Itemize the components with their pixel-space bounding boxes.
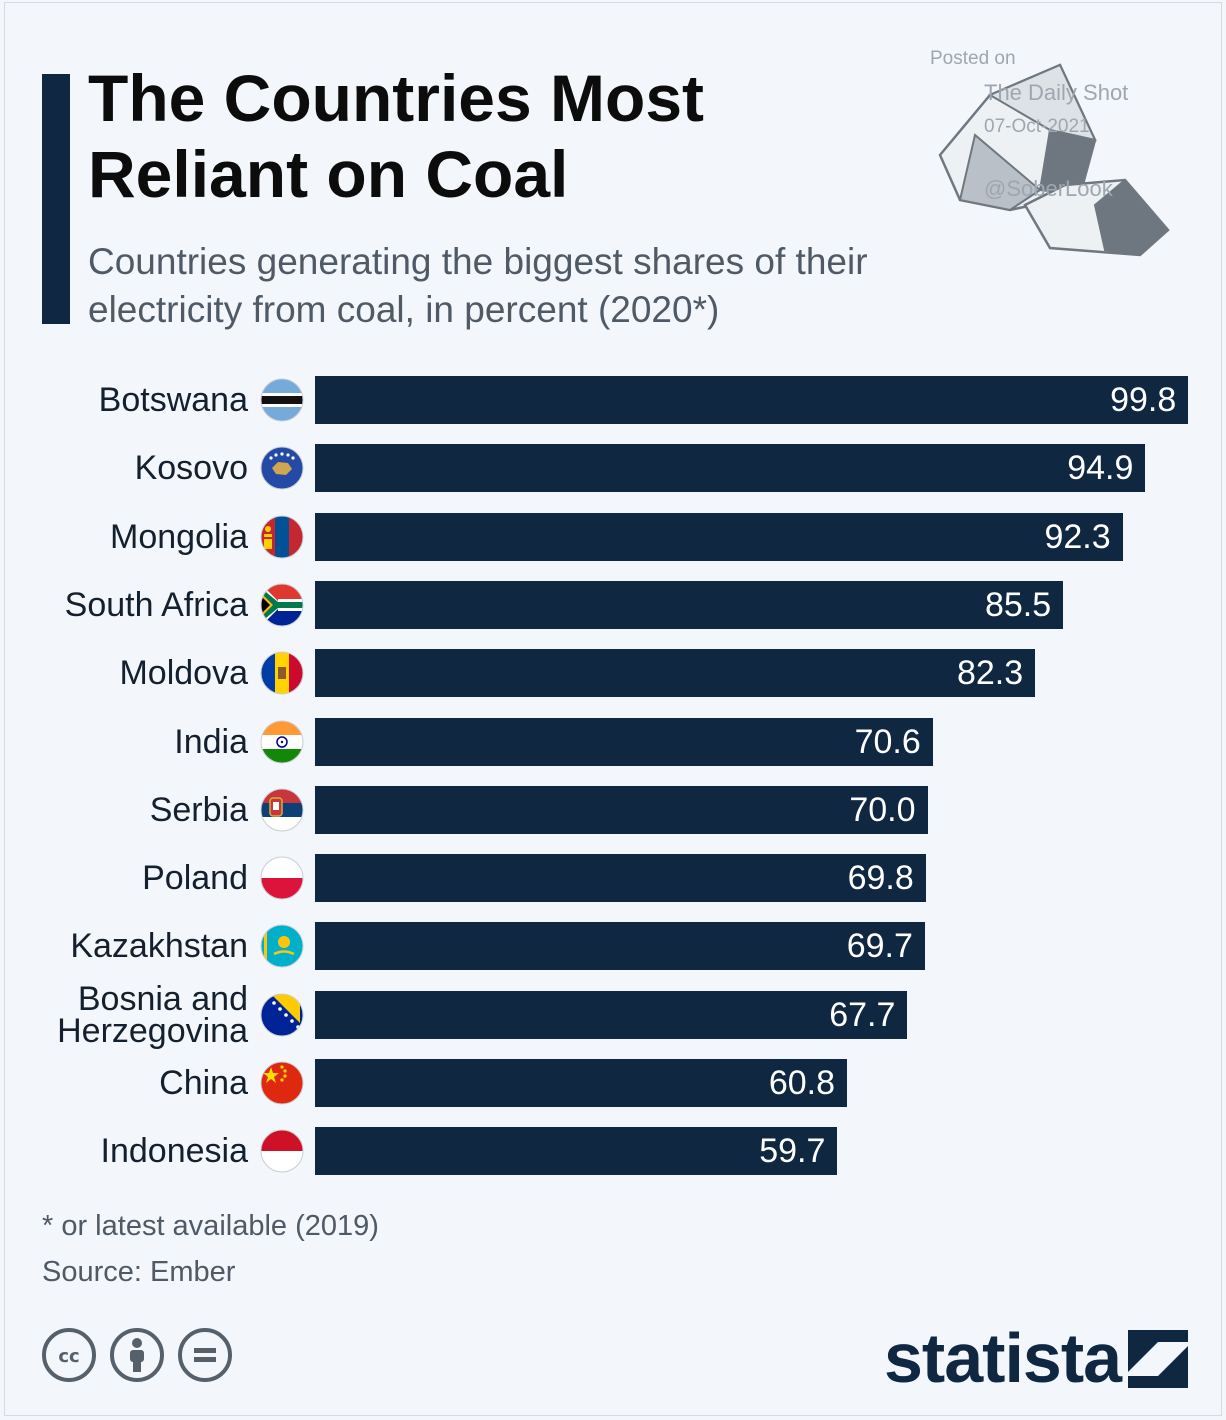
- bar-row: Botswana 99.8: [0, 372, 1226, 428]
- bar-row: Moldova 82.3: [0, 645, 1226, 701]
- bar[interactable]: 69.8: [315, 854, 926, 903]
- bar-chart: Botswana 99.8 Kosovo 94.9 Mongolia 92.3 South …: [0, 360, 1226, 1190]
- watermark-line-4: @SoberLook: [984, 176, 1113, 201]
- data-label: 70.0: [849, 790, 916, 829]
- bar-row: Mongolia 92.3: [0, 509, 1226, 565]
- data-label: 92.3: [1044, 517, 1111, 556]
- data-label: 94.9: [1067, 449, 1134, 488]
- data-label: 60.8: [768, 1064, 835, 1102]
- license-icons: cc: [42, 1328, 232, 1382]
- bar-row: South Africa 85.5: [0, 577, 1226, 633]
- category-label: India: [174, 722, 248, 761]
- data-label: 82.3: [956, 654, 1024, 693]
- bar-row: Kazakhstan 69.7: [0, 918, 1226, 974]
- bar[interactable]: 69.7: [315, 922, 925, 971]
- no-derivatives-icon[interactable]: [178, 1328, 232, 1382]
- kosovo-flag-icon: [260, 446, 304, 490]
- moldova-flag-icon: [260, 651, 304, 695]
- bar-row: China 60.8: [0, 1055, 1226, 1111]
- bar-row: India 70.6: [0, 714, 1226, 770]
- infographic-frame: [4, 2, 1222, 1416]
- bar[interactable]: 59.7: [315, 1127, 838, 1176]
- statista-logo-icon: [1128, 1330, 1188, 1388]
- bar[interactable]: 60.8: [315, 1059, 847, 1107]
- kazakhstan-flag-icon: [260, 924, 304, 968]
- serbia-flag-icon: [260, 788, 304, 832]
- bar-row: Indonesia 59.7: [0, 1123, 1226, 1179]
- bar-row: Bosnia and Herzegovina 67.7: [0, 979, 1226, 1050]
- watermark-line-3: 07-Oct-2021: [984, 116, 1090, 137]
- mongolia-flag-icon: [260, 515, 304, 559]
- cc-icon[interactable]: cc: [42, 1328, 96, 1382]
- chart-subtitle: Countries generating the biggest shares …: [88, 241, 868, 330]
- bar-row: Poland 69.8: [0, 850, 1226, 906]
- bosnia-flag-icon: [260, 993, 304, 1037]
- category-label: Serbia: [149, 790, 248, 829]
- category-label: Poland: [142, 859, 248, 898]
- bar[interactable]: 70.0: [315, 785, 928, 834]
- category-label: Bosnia and Herzegovina: [57, 979, 248, 1050]
- category-label: Kosovo: [134, 449, 248, 488]
- category-label: Indonesia: [100, 1132, 248, 1171]
- botswana-flag-icon: [260, 378, 304, 422]
- title-accent-bar: [42, 74, 70, 324]
- footnote: * or latest available (2019): [42, 1210, 379, 1242]
- bar[interactable]: 70.6: [315, 717, 933, 766]
- bar-row: Kosovo 94.9: [0, 440, 1226, 496]
- data-label: 85.5: [984, 585, 1052, 624]
- bar[interactable]: 99.8: [315, 376, 1189, 424]
- bar[interactable]: 67.7: [315, 990, 908, 1039]
- indonesia-flag-icon: [260, 1129, 304, 1173]
- india-flag-icon: [260, 720, 304, 763]
- data-label: 99.8: [1110, 381, 1177, 419]
- data-label: 59.7: [759, 1132, 826, 1171]
- coal-illustration-icon: [938, 63, 1170, 257]
- data-label: 69.8: [847, 859, 914, 898]
- data-label: 70.6: [854, 722, 921, 761]
- bar[interactable]: 94.9: [315, 444, 1146, 493]
- source-note: Source: Ember: [42, 1256, 236, 1288]
- bar[interactable]: 82.3: [315, 649, 1036, 698]
- attribution-icon[interactable]: [110, 1328, 164, 1382]
- watermark-line-2: The Daily Shot: [984, 80, 1129, 105]
- svg-text:cc: cc: [58, 1346, 79, 1367]
- bar-row: Serbia 70.0: [0, 782, 1226, 838]
- category-label: Moldova: [119, 654, 248, 693]
- category-label: South Africa: [64, 585, 248, 624]
- category-label: Mongolia: [110, 517, 248, 556]
- bar[interactable]: 92.3: [315, 512, 1123, 561]
- data-label: 67.7: [829, 995, 896, 1034]
- data-label: 69.7: [846, 927, 913, 966]
- posted-on-watermark: Posted on The Daily Shot 07-Oct-2021 @So…: [930, 42, 1170, 206]
- south-africa-flag-icon: [260, 583, 304, 627]
- china-flag-icon: [260, 1061, 304, 1105]
- statista-brand[interactable]: statista: [884, 1319, 1122, 1397]
- category-label: China: [159, 1064, 248, 1102]
- category-label: Botswana: [98, 381, 248, 419]
- chart-title: The Countries Most Reliant on Coal: [88, 61, 705, 211]
- category-label: Kazakhstan: [70, 927, 248, 966]
- poland-flag-icon: [260, 856, 304, 900]
- bar[interactable]: 85.5: [315, 580, 1064, 629]
- watermark-line-1: Posted on: [930, 48, 1016, 69]
